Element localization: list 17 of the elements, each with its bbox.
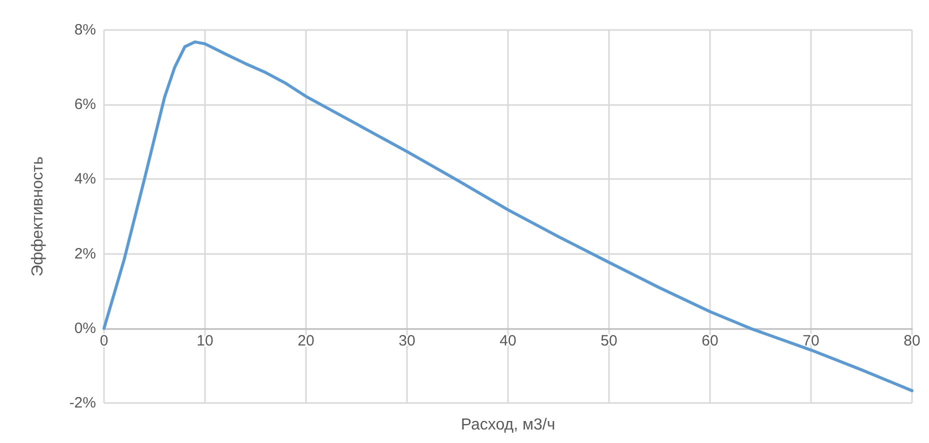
y-tick-label: 0% [74, 320, 96, 337]
y-tick-label: 4% [74, 170, 96, 188]
y-tick-label: 8% [74, 22, 96, 38]
x-axis-title: Расход, м3/ч [460, 416, 556, 434]
x-tick-label: 80 [904, 332, 920, 350]
x-tick-label: 60 [702, 332, 718, 350]
x-tick-label: 40 [500, 332, 516, 350]
y-tick-label: 2% [74, 245, 96, 262]
x-tick-label: 0 [100, 332, 108, 350]
y-axis-title: Эффективность [30, 156, 46, 277]
y-tick-label: 6% [74, 96, 96, 114]
x-tick-label: 50 [600, 332, 618, 350]
x-tick-label: 20 [298, 332, 314, 350]
y-tick-label: -2% [69, 394, 96, 412]
x-tick-label: 30 [398, 332, 416, 350]
x-tick-label: 70 [802, 332, 820, 350]
x-tick-label: 10 [196, 332, 214, 350]
